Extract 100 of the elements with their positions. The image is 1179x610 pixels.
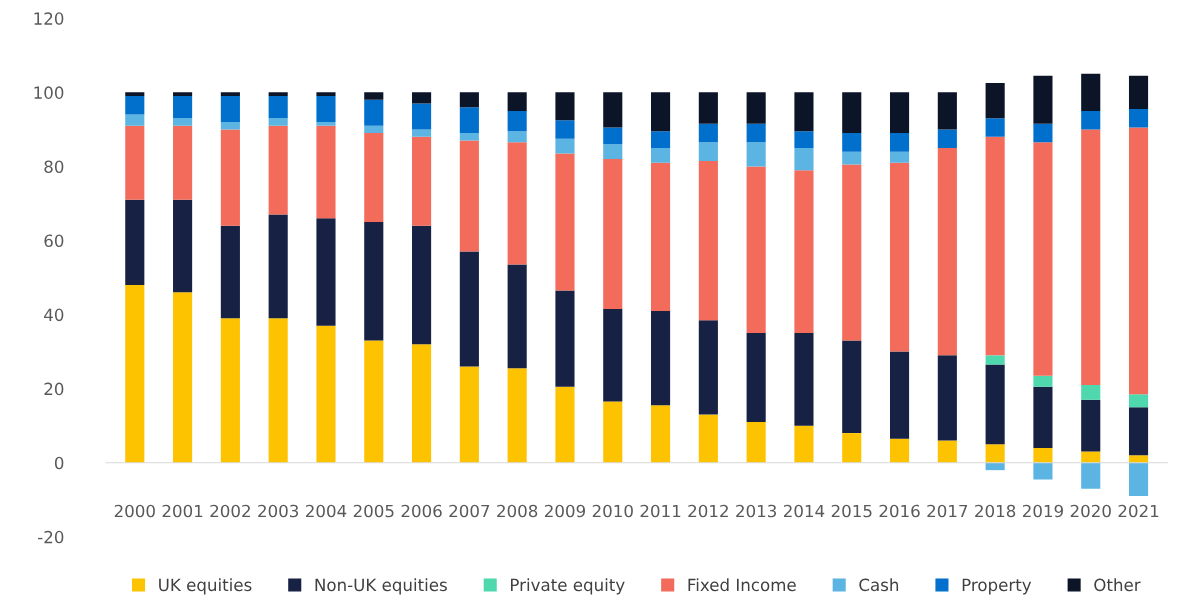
bar (507, 131, 527, 143)
bar (651, 405, 671, 463)
bar (316, 125, 336, 219)
x-tick-label: 2005 (353, 504, 394, 518)
x-tick-label: 2007 (449, 504, 490, 518)
y-tick-label: 0 (54, 456, 64, 470)
bar (507, 142, 527, 265)
bar (698, 142, 718, 161)
legend-label: Private equity (511, 578, 625, 595)
x-tick-label: 2008 (497, 504, 538, 518)
bar (985, 118, 1005, 137)
bar (364, 340, 384, 463)
bar (1128, 455, 1149, 463)
bar (1081, 110, 1101, 130)
bar (842, 133, 862, 152)
bar (412, 136, 432, 226)
x-tick-label: 2001 (162, 504, 203, 518)
y-tick-label: 80 (44, 160, 64, 174)
x-tick-label: 2010 (592, 504, 633, 518)
bar (412, 344, 432, 463)
bar (555, 290, 575, 387)
bar (794, 170, 814, 334)
x-tick-label: 2016 (879, 504, 920, 518)
bar (842, 151, 862, 165)
bar (603, 401, 623, 463)
bar (316, 92, 336, 97)
legend-label: Non-UK equities (315, 578, 447, 595)
bar (794, 147, 814, 171)
bar (268, 96, 288, 119)
bar (937, 440, 957, 463)
x-tick-label: 2004 (305, 504, 347, 518)
bar (794, 425, 814, 463)
bar (937, 92, 957, 130)
bar (746, 92, 766, 124)
bar (842, 164, 862, 341)
bar (459, 133, 479, 141)
bar (459, 92, 479, 108)
bar (1128, 462, 1149, 497)
x-tick-label: 2014 (783, 504, 825, 518)
bar (1081, 462, 1101, 489)
bar (937, 147, 957, 356)
bar (1128, 407, 1149, 456)
x-tick-label: 2021 (1118, 504, 1159, 518)
bar (746, 166, 766, 334)
bar (173, 92, 193, 97)
bar (220, 318, 240, 463)
bar (173, 125, 193, 200)
x-tick-label: 2020 (1070, 504, 1111, 518)
bar (1081, 129, 1101, 385)
x-tick-label: 2011 (640, 504, 681, 518)
bar (125, 284, 145, 463)
bar (125, 125, 145, 200)
bar (651, 162, 671, 311)
x-tick-label: 2006 (401, 504, 442, 518)
bar (364, 133, 384, 222)
bar (507, 110, 527, 132)
bar (746, 333, 766, 422)
bar (220, 225, 240, 319)
bar (842, 92, 862, 134)
bar (985, 462, 1005, 471)
bar (794, 131, 814, 148)
bar (507, 368, 527, 463)
bar (268, 214, 288, 319)
bar (173, 292, 193, 463)
bar (125, 199, 145, 285)
bar (555, 138, 575, 154)
bar (459, 140, 479, 252)
bar (603, 144, 623, 160)
bar (268, 118, 288, 126)
bar (651, 147, 671, 163)
bar (412, 92, 432, 104)
bar (1128, 109, 1149, 128)
bar (1033, 447, 1053, 463)
bar (316, 122, 336, 126)
bar (698, 414, 718, 463)
bar (125, 114, 145, 126)
bar (746, 421, 766, 463)
x-tick-label: 2015 (831, 504, 872, 518)
bar (889, 151, 910, 163)
bar (507, 92, 527, 111)
bar (1081, 399, 1101, 452)
bar (651, 310, 671, 406)
x-tick-label: 2003 (258, 504, 299, 518)
legend-label: Other (1094, 578, 1141, 592)
x-tick-label: 2017 (927, 504, 968, 518)
bar (220, 122, 240, 130)
bar (603, 309, 623, 402)
bar (220, 92, 240, 97)
bar (937, 129, 957, 148)
bar (459, 107, 479, 134)
bar (364, 125, 384, 134)
bar (698, 320, 718, 415)
bar (794, 333, 814, 426)
bar (603, 159, 623, 310)
bar (985, 83, 1005, 119)
y-tick-label: 120 (34, 12, 64, 25)
bar (459, 366, 479, 463)
y-tick-label: 60 (44, 234, 64, 248)
bar (985, 136, 1005, 356)
x-tick-label: 2000 (114, 504, 155, 518)
